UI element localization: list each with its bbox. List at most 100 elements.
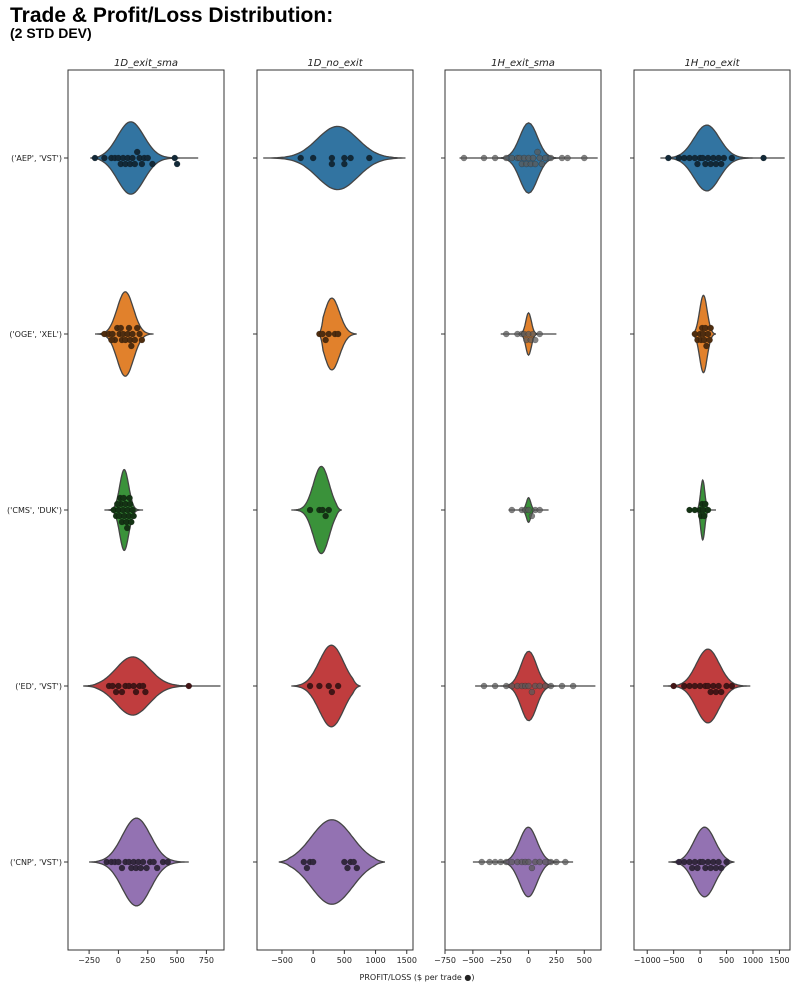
trade-point — [581, 154, 588, 162]
x-tick-label: 0 — [116, 956, 121, 965]
trade-point — [117, 324, 125, 332]
trade-point — [129, 506, 136, 514]
trade-point — [704, 506, 712, 514]
trade-point — [706, 336, 713, 344]
x-tick-label: 750 — [199, 956, 214, 965]
x-axis-label: PROFIT/LOSS ($ per trade ●) — [360, 973, 475, 982]
trade-point — [309, 154, 317, 162]
trade-point — [309, 858, 317, 866]
trade-point — [547, 858, 555, 866]
trade-point — [478, 858, 486, 866]
trade-point — [718, 864, 725, 872]
violin-body — [83, 656, 221, 716]
trade-point — [538, 160, 546, 168]
trade-point — [101, 154, 108, 162]
trade-point — [144, 154, 152, 162]
trade-point — [344, 864, 351, 872]
trade-point — [715, 858, 722, 866]
trade-point — [508, 154, 516, 162]
trade-point — [322, 336, 329, 344]
trade-point — [704, 330, 712, 338]
trade-point — [114, 500, 121, 508]
trade-point — [130, 682, 137, 690]
trade-point — [108, 336, 115, 344]
violin-body — [278, 819, 385, 905]
y-tick-label: ('OGE', 'XEL') — [9, 330, 62, 339]
trade-point — [553, 858, 560, 866]
trade-point — [347, 154, 354, 162]
trade-point — [328, 154, 336, 162]
x-tick-label: 0 — [698, 956, 703, 965]
trade-point — [341, 154, 348, 162]
x-tick-label: −250 — [78, 956, 100, 965]
x-tick-label: 0 — [526, 956, 531, 965]
trade-point — [129, 154, 136, 162]
trade-point — [322, 512, 329, 520]
trade-point — [562, 858, 569, 866]
trade-point — [528, 688, 536, 696]
trade-point — [341, 160, 348, 168]
trade-point — [115, 682, 122, 690]
trade-point — [366, 154, 373, 162]
trade-point — [529, 330, 537, 338]
x-tick-label: −500 — [663, 956, 685, 965]
trade-point — [150, 858, 157, 866]
x-tick-label: 1500 — [397, 956, 417, 965]
trade-point — [316, 682, 323, 690]
trade-point — [486, 858, 493, 866]
trade-point — [334, 682, 342, 690]
trade-point — [126, 500, 134, 508]
violin-body — [291, 644, 361, 728]
trade-point — [536, 154, 543, 162]
trade-point — [328, 160, 336, 168]
trade-point — [126, 494, 133, 502]
x-tick-label: −750 — [434, 956, 456, 965]
trade-point — [109, 330, 116, 338]
x-tick-label: 0 — [311, 956, 316, 965]
trade-point — [112, 688, 120, 696]
trade-point — [306, 506, 314, 514]
violin-body — [291, 465, 342, 555]
trade-point — [325, 330, 333, 338]
trade-point — [665, 154, 672, 162]
trade-point — [319, 506, 326, 514]
trade-point — [670, 682, 677, 690]
trade-point — [707, 324, 714, 332]
trade-point — [303, 864, 311, 872]
trade-point — [525, 506, 532, 514]
trade-point — [350, 858, 357, 866]
trade-point — [129, 330, 136, 338]
trade-point — [133, 148, 141, 156]
trade-point — [325, 506, 333, 514]
trade-point — [142, 688, 149, 696]
trade-point — [528, 864, 536, 872]
trade-point — [325, 682, 333, 690]
trade-point — [534, 148, 541, 156]
chart-title: Trade & Profit/Loss Distribution: — [10, 4, 334, 27]
trade-point — [702, 500, 709, 508]
trade-point — [185, 682, 193, 690]
trade-point — [694, 160, 701, 168]
trade-point — [694, 864, 701, 872]
trade-point — [508, 682, 516, 690]
trade-point — [532, 160, 539, 168]
trade-point — [532, 336, 539, 344]
trade-point — [300, 858, 308, 866]
trade-point — [491, 682, 499, 690]
trade-point — [130, 512, 137, 520]
trade-point — [139, 682, 147, 690]
trade-point — [164, 858, 171, 866]
trade-point — [542, 682, 549, 690]
trade-point — [128, 342, 135, 350]
panel-title: 1D_exit_sma — [114, 58, 178, 69]
x-tick-label: 1000 — [743, 956, 763, 965]
trade-point — [137, 864, 144, 872]
trade-point — [525, 682, 532, 690]
trade-point — [728, 154, 736, 162]
trade-point — [120, 494, 127, 502]
trade-point — [91, 154, 99, 162]
x-tick-label: 250 — [549, 956, 564, 965]
x-tick-label: 1500 — [769, 956, 789, 965]
x-tick-label: 1000 — [365, 956, 385, 965]
